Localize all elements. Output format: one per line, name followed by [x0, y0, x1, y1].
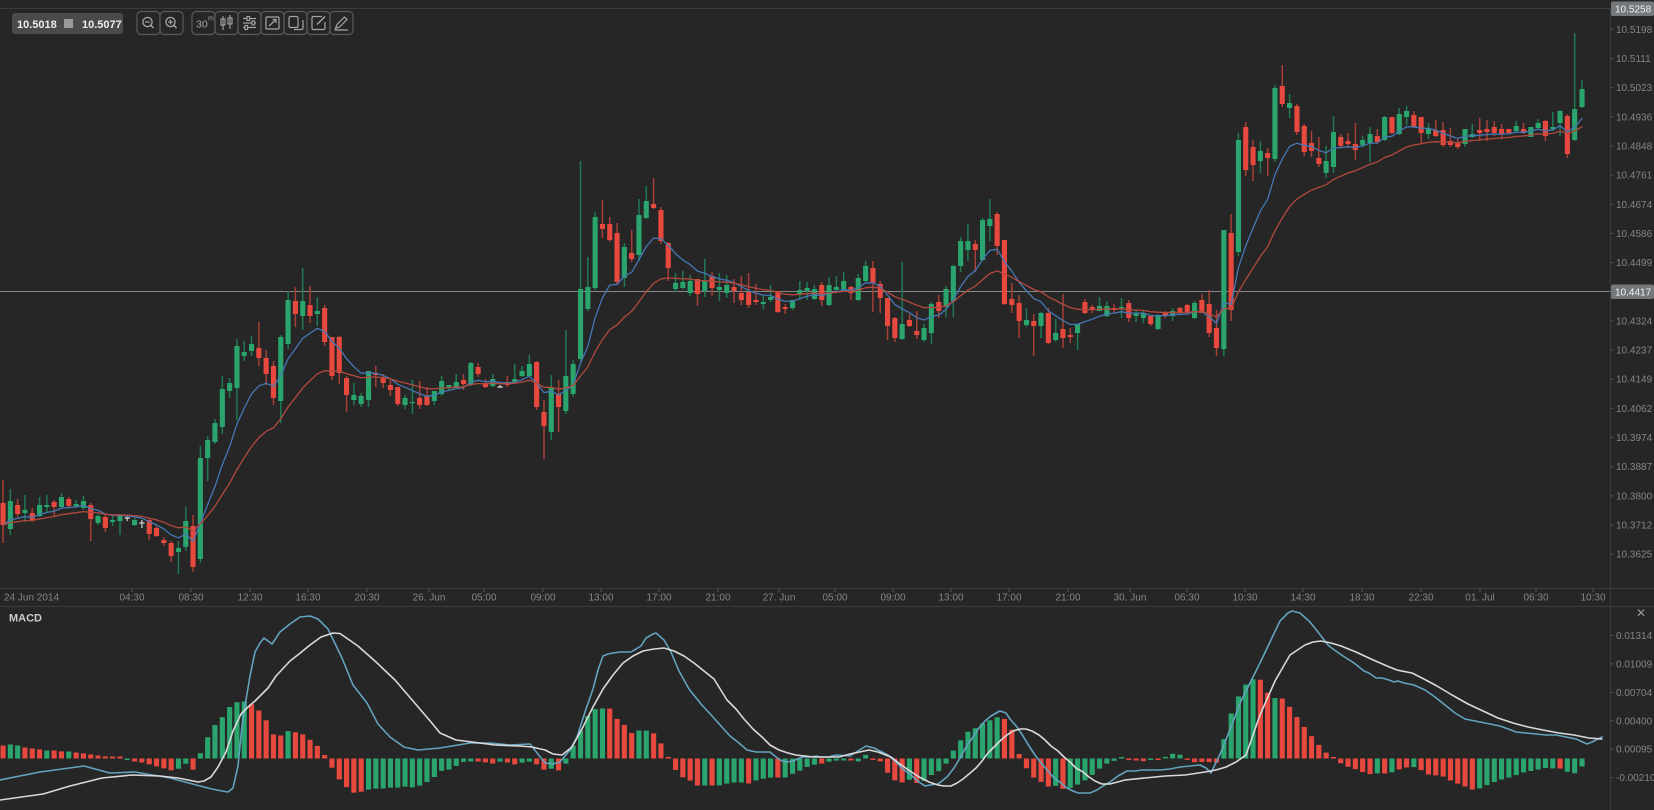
svg-text:10.4324: 10.4324 [1616, 316, 1653, 327]
svg-text:06:30: 06:30 [1523, 593, 1548, 604]
svg-text:10.3625: 10.3625 [1616, 550, 1653, 561]
svg-text:MACD: MACD [9, 613, 42, 625]
svg-text:✕: ✕ [1636, 606, 1646, 620]
svg-text:10.3800: 10.3800 [1616, 491, 1653, 502]
svg-text:m: m [208, 16, 214, 23]
svg-text:30: 30 [196, 19, 208, 31]
svg-text:10:30: 10:30 [1232, 593, 1257, 604]
svg-text:10.4062: 10.4062 [1616, 404, 1653, 415]
svg-text:20:30: 20:30 [354, 593, 379, 604]
svg-text:0.00400: 0.00400 [1616, 716, 1653, 727]
svg-text:01. Jul: 01. Jul [1465, 593, 1494, 604]
svg-text:26. Jun: 26. Jun [413, 593, 446, 604]
svg-text:10.4761: 10.4761 [1616, 171, 1653, 182]
svg-text:10.5018: 10.5018 [17, 19, 57, 31]
svg-text:10.4848: 10.4848 [1616, 141, 1653, 152]
svg-text:10.4936: 10.4936 [1616, 112, 1653, 123]
svg-text:10.4417: 10.4417 [1615, 288, 1652, 299]
svg-text:10.5198: 10.5198 [1616, 25, 1653, 36]
svg-text:09:00: 09:00 [880, 593, 905, 604]
svg-text:21:00: 21:00 [1055, 593, 1080, 604]
svg-text:10.4674: 10.4674 [1616, 200, 1653, 211]
svg-text:0.00704: 0.00704 [1616, 688, 1653, 699]
svg-text:10.4586: 10.4586 [1616, 229, 1653, 240]
svg-text:10.5077: 10.5077 [82, 19, 122, 31]
svg-text:10.5258: 10.5258 [1615, 5, 1652, 16]
svg-text:10.4499: 10.4499 [1616, 258, 1653, 269]
svg-text:27. Jun: 27. Jun [763, 593, 796, 604]
svg-text:10.3712: 10.3712 [1616, 521, 1653, 532]
svg-text:10.5111: 10.5111 [1616, 54, 1651, 65]
svg-text:05:00: 05:00 [471, 593, 496, 604]
svg-text:18:30: 18:30 [1349, 593, 1374, 604]
svg-text:10.4237: 10.4237 [1616, 346, 1653, 357]
svg-text:06:30: 06:30 [1174, 593, 1199, 604]
svg-text:14:30: 14:30 [1290, 593, 1315, 604]
svg-text:10.4149: 10.4149 [1616, 375, 1653, 386]
svg-text:21:00: 21:00 [705, 593, 730, 604]
svg-text:24 Jun 2014: 24 Jun 2014 [4, 593, 59, 604]
svg-text:10.5023: 10.5023 [1616, 83, 1653, 94]
svg-text:-0.00210: -0.00210 [1616, 773, 1654, 784]
svg-text:08:30: 08:30 [178, 593, 203, 604]
svg-text:17:00: 17:00 [996, 593, 1021, 604]
svg-text:10.3887: 10.3887 [1616, 462, 1653, 473]
svg-text:05:00: 05:00 [822, 593, 847, 604]
svg-text:04:30: 04:30 [119, 593, 144, 604]
svg-text:0.01009: 0.01009 [1616, 659, 1653, 670]
svg-text:12:30: 12:30 [237, 593, 262, 604]
svg-text:09:00: 09:00 [530, 593, 555, 604]
svg-text:16:30: 16:30 [295, 593, 320, 604]
svg-text:22:30: 22:30 [1408, 593, 1433, 604]
svg-text:13:00: 13:00 [938, 593, 963, 604]
svg-text:10:30: 10:30 [1580, 593, 1605, 604]
svg-text:17:00: 17:00 [646, 593, 671, 604]
svg-text:10.3974: 10.3974 [1616, 433, 1653, 444]
svg-text:0.01314: 0.01314 [1616, 631, 1653, 642]
svg-text:30. Jun: 30. Jun [1114, 593, 1147, 604]
svg-text:0.00095: 0.00095 [1616, 745, 1653, 756]
svg-text:13:00: 13:00 [588, 593, 613, 604]
